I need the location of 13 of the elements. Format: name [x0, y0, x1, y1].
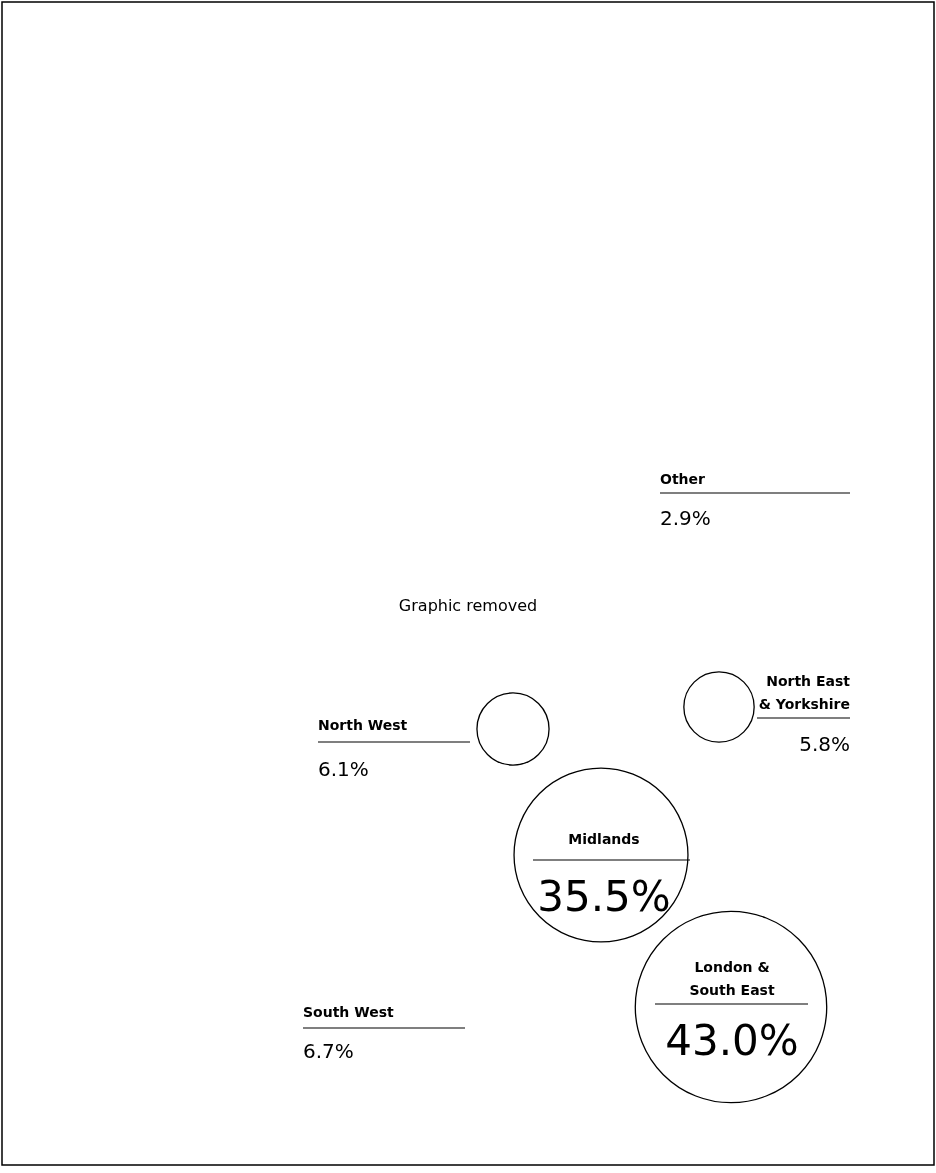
category-label: North West — [318, 717, 408, 733]
category-label: London & South East — [689, 959, 775, 998]
text: Graphic removed — [398, 596, 538, 615]
data-label: 43.0% — [665, 1016, 799, 1065]
category-label: Other — [660, 471, 706, 487]
category-label: North East & Yorkshire — [758, 673, 851, 712]
data-label: 6.7% — [303, 1039, 354, 1063]
data-label: 6.1% — [318, 757, 369, 781]
data-label: 5.8% — [799, 732, 850, 756]
data-label: 2.9% — [660, 506, 711, 530]
category-label: South West — [303, 1004, 394, 1020]
data-label: 35.5% — [537, 872, 671, 921]
category-label: Midlands — [568, 831, 640, 847]
